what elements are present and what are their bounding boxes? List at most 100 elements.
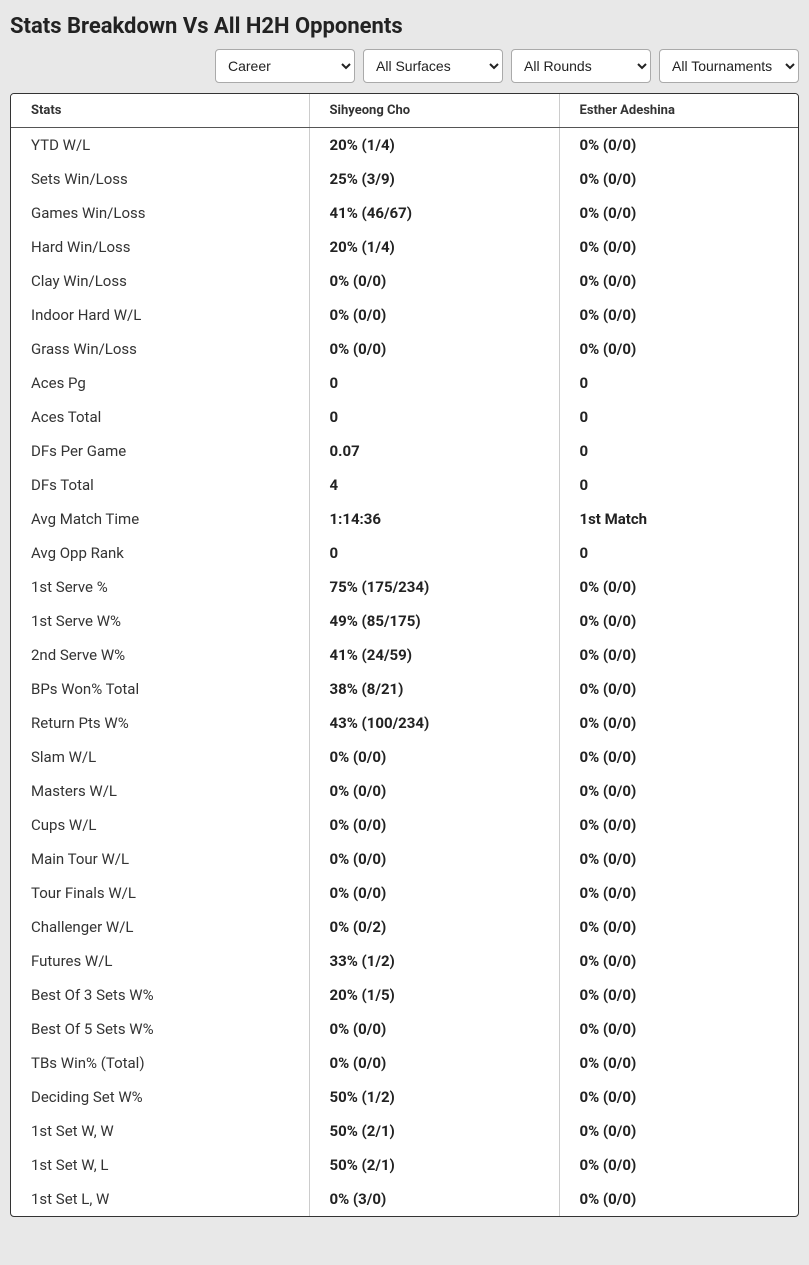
stat-value-player2: 0% (0/0) bbox=[559, 1080, 798, 1114]
stat-label: 1st Set L, W bbox=[11, 1182, 309, 1216]
stat-value-player1: 0% (0/0) bbox=[309, 332, 559, 366]
stat-label: Sets Win/Loss bbox=[11, 162, 309, 196]
table-row: Best Of 5 Sets W%0% (0/0)0% (0/0) bbox=[11, 1012, 798, 1046]
stat-value-player1: 0% (0/0) bbox=[309, 876, 559, 910]
stat-label: Masters W/L bbox=[11, 774, 309, 808]
table-row: Deciding Set W%50% (1/2)0% (0/0) bbox=[11, 1080, 798, 1114]
stat-label: 1st Serve W% bbox=[11, 604, 309, 638]
stat-value-player1: 20% (1/4) bbox=[309, 128, 559, 163]
stat-value-player1: 0% (0/0) bbox=[309, 740, 559, 774]
stats-table-container: Stats Sihyeong Cho Esther Adeshina YTD W… bbox=[10, 93, 799, 1217]
stat-value-player2: 0% (0/0) bbox=[559, 162, 798, 196]
stat-value-player1: 0% (0/0) bbox=[309, 842, 559, 876]
stat-label: Main Tour W/L bbox=[11, 842, 309, 876]
stat-label: Slam W/L bbox=[11, 740, 309, 774]
stat-label: Deciding Set W% bbox=[11, 1080, 309, 1114]
stat-label: BPs Won% Total bbox=[11, 672, 309, 706]
stat-label: Games Win/Loss bbox=[11, 196, 309, 230]
stat-value-player1: 0 bbox=[309, 366, 559, 400]
stat-label: Challenger W/L bbox=[11, 910, 309, 944]
table-row: Challenger W/L0% (0/2)0% (0/0) bbox=[11, 910, 798, 944]
stat-value-player1: 0.07 bbox=[309, 434, 559, 468]
stat-label: 1st Set W, W bbox=[11, 1114, 309, 1148]
stat-label: Return Pts W% bbox=[11, 706, 309, 740]
stat-label: Avg Opp Rank bbox=[11, 536, 309, 570]
filter-rounds[interactable]: All Rounds bbox=[511, 49, 651, 83]
stat-value-player2: 0% (0/0) bbox=[559, 672, 798, 706]
stat-value-player2: 0 bbox=[559, 366, 798, 400]
table-row: 2nd Serve W%41% (24/59)0% (0/0) bbox=[11, 638, 798, 672]
stat-value-player2: 0% (0/0) bbox=[559, 264, 798, 298]
page-title: Stats Breakdown Vs All H2H Opponents bbox=[0, 0, 809, 49]
stat-value-player2: 0% (0/0) bbox=[559, 978, 798, 1012]
stat-label: YTD W/L bbox=[11, 128, 309, 163]
stat-value-player1: 0% (3/0) bbox=[309, 1182, 559, 1216]
stat-value-player2: 0% (0/0) bbox=[559, 604, 798, 638]
table-row: Grass Win/Loss0% (0/0)0% (0/0) bbox=[11, 332, 798, 366]
stat-label: 1st Serve % bbox=[11, 570, 309, 604]
table-row: 1st Set L, W0% (3/0)0% (0/0) bbox=[11, 1182, 798, 1216]
table-row: Avg Opp Rank00 bbox=[11, 536, 798, 570]
stat-value-player2: 0 bbox=[559, 400, 798, 434]
stat-value-player1: 25% (3/9) bbox=[309, 162, 559, 196]
stat-value-player2: 0% (0/0) bbox=[559, 230, 798, 264]
stat-label: Best Of 5 Sets W% bbox=[11, 1012, 309, 1046]
table-header-row: Stats Sihyeong Cho Esther Adeshina bbox=[11, 94, 798, 128]
stat-value-player2: 0% (0/0) bbox=[559, 332, 798, 366]
table-row: Avg Match Time1:14:361st Match bbox=[11, 502, 798, 536]
stat-value-player2: 0% (0/0) bbox=[559, 706, 798, 740]
stat-value-player1: 50% (1/2) bbox=[309, 1080, 559, 1114]
stat-value-player2: 0% (0/0) bbox=[559, 842, 798, 876]
filters-bar: Career All Surfaces All Rounds All Tourn… bbox=[0, 49, 809, 93]
table-row: Return Pts W%43% (100/234)0% (0/0) bbox=[11, 706, 798, 740]
stat-label: Avg Match Time bbox=[11, 502, 309, 536]
stat-value-player2: 0% (0/0) bbox=[559, 1046, 798, 1080]
stat-value-player1: 0% (0/0) bbox=[309, 1012, 559, 1046]
col-header-stats: Stats bbox=[11, 94, 309, 128]
stat-label: DFs Total bbox=[11, 468, 309, 502]
table-row: 1st Serve %75% (175/234)0% (0/0) bbox=[11, 570, 798, 604]
stat-value-player1: 49% (85/175) bbox=[309, 604, 559, 638]
table-row: Cups W/L0% (0/0)0% (0/0) bbox=[11, 808, 798, 842]
table-row: Indoor Hard W/L0% (0/0)0% (0/0) bbox=[11, 298, 798, 332]
stat-label: Tour Finals W/L bbox=[11, 876, 309, 910]
table-row: BPs Won% Total38% (8/21)0% (0/0) bbox=[11, 672, 798, 706]
stat-value-player1: 0% (0/0) bbox=[309, 808, 559, 842]
table-row: DFs Per Game0.070 bbox=[11, 434, 798, 468]
stat-value-player2: 0 bbox=[559, 536, 798, 570]
filter-career[interactable]: Career bbox=[215, 49, 355, 83]
table-row: 1st Serve W%49% (85/175)0% (0/0) bbox=[11, 604, 798, 638]
table-row: Clay Win/Loss0% (0/0)0% (0/0) bbox=[11, 264, 798, 298]
stat-value-player2: 0% (0/0) bbox=[559, 1148, 798, 1182]
stat-label: TBs Win% (Total) bbox=[11, 1046, 309, 1080]
table-row: Aces Pg00 bbox=[11, 366, 798, 400]
stat-value-player2: 0% (0/0) bbox=[559, 740, 798, 774]
stat-value-player1: 75% (175/234) bbox=[309, 570, 559, 604]
stat-label: Futures W/L bbox=[11, 944, 309, 978]
stat-value-player2: 0 bbox=[559, 434, 798, 468]
table-row: Slam W/L0% (0/0)0% (0/0) bbox=[11, 740, 798, 774]
stat-label: 1st Set W, L bbox=[11, 1148, 309, 1182]
stat-value-player1: 0% (0/0) bbox=[309, 298, 559, 332]
stat-label: Hard Win/Loss bbox=[11, 230, 309, 264]
filter-tournaments[interactable]: All Tournaments bbox=[659, 49, 799, 83]
table-row: Best Of 3 Sets W%20% (1/5)0% (0/0) bbox=[11, 978, 798, 1012]
stat-value-player2: 0% (0/0) bbox=[559, 570, 798, 604]
stat-value-player1: 20% (1/5) bbox=[309, 978, 559, 1012]
filter-surfaces[interactable]: All Surfaces bbox=[363, 49, 503, 83]
stat-value-player2: 0% (0/0) bbox=[559, 196, 798, 230]
table-row: DFs Total40 bbox=[11, 468, 798, 502]
stat-label: Indoor Hard W/L bbox=[11, 298, 309, 332]
table-row: 1st Set W, W50% (2/1)0% (0/0) bbox=[11, 1114, 798, 1148]
stat-value-player1: 0 bbox=[309, 536, 559, 570]
stat-value-player1: 41% (46/67) bbox=[309, 196, 559, 230]
stat-value-player1: 43% (100/234) bbox=[309, 706, 559, 740]
stat-value-player1: 20% (1/4) bbox=[309, 230, 559, 264]
stat-value-player2: 0% (0/0) bbox=[559, 944, 798, 978]
stat-value-player2: 0% (0/0) bbox=[559, 876, 798, 910]
stat-value-player2: 0% (0/0) bbox=[559, 910, 798, 944]
col-header-player2: Esther Adeshina bbox=[559, 94, 798, 128]
stat-value-player1: 41% (24/59) bbox=[309, 638, 559, 672]
stat-value-player1: 0% (0/0) bbox=[309, 264, 559, 298]
stat-value-player2: 1st Match bbox=[559, 502, 798, 536]
